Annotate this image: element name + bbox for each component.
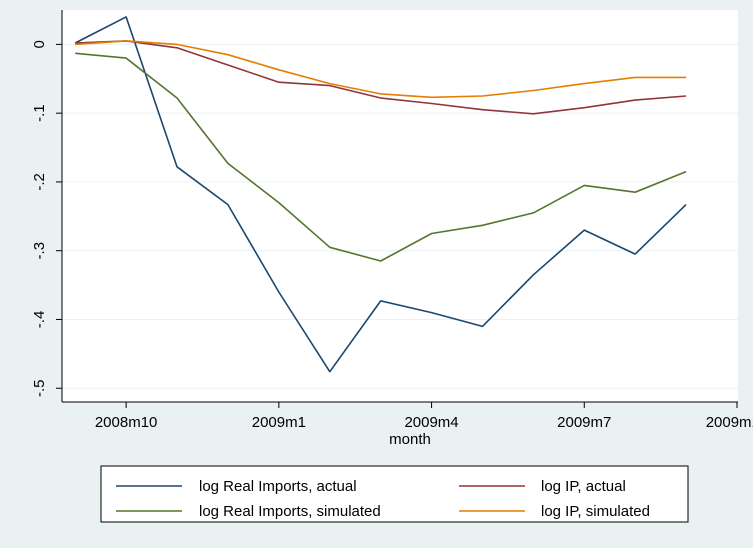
x-tick-label: 2008m10 xyxy=(95,414,158,431)
series-line-1 xyxy=(75,40,687,115)
series-line-0 xyxy=(74,16,687,373)
x-tick-label: 2009m7 xyxy=(557,414,611,431)
x-tick-label: 2009m4 xyxy=(404,414,458,431)
x-tick-label: 2009m1 xyxy=(252,414,306,431)
y-tick-label: -.1 xyxy=(31,104,48,122)
legend-label-imports-simulated: log Real Imports, simulated xyxy=(199,503,381,520)
grid xyxy=(62,43,738,389)
x-tick-label: 2009m10 xyxy=(706,414,753,431)
legend-label-ip-simulated: log IP, simulated xyxy=(541,503,650,520)
legend-label-imports-actual: log Real Imports, actual xyxy=(199,478,357,495)
axes xyxy=(61,10,738,403)
plot-area xyxy=(62,10,738,402)
legend-box xyxy=(100,465,689,523)
y-tick-label: -.4 xyxy=(31,311,48,329)
y-tick-label: 0 xyxy=(31,40,48,48)
x-axis-title: month xyxy=(389,431,431,448)
y-tick-label: -.3 xyxy=(31,242,48,260)
series-line-2 xyxy=(75,52,687,262)
series-line-3 xyxy=(75,40,687,99)
y-tick-label: -.2 xyxy=(31,173,48,191)
legend: log Real Imports, actual log IP, actual … xyxy=(100,465,689,523)
legend-label-ip-actual: log IP, actual xyxy=(541,478,626,495)
ticks: 0 -.1 -.2 -.3 -.4 -.5 2008m10 2009m1 2009m4 2009m… xyxy=(31,40,753,431)
series-lines xyxy=(74,16,687,373)
y-tick-label: -.5 xyxy=(31,379,48,397)
